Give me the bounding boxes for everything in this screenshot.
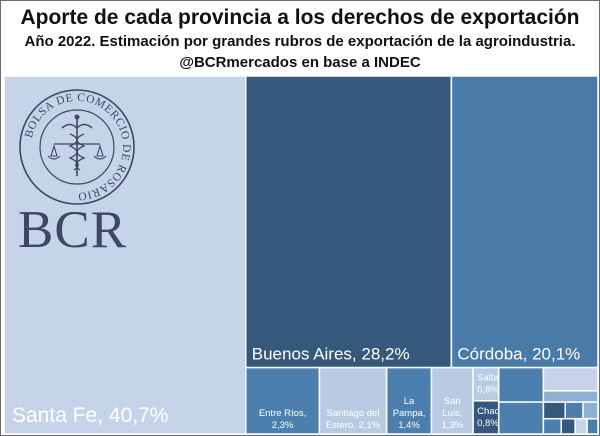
treemap-cell-other-3 (542, 390, 599, 403)
chart-subtitle: Año 2022. Estimación por grandes rubros … (24, 33, 576, 50)
treemap-cell-other-11 (586, 417, 599, 435)
treemap-cell-other-10 (574, 417, 588, 435)
treemap-label-chaco: Chaco, 0,8% (477, 406, 507, 429)
treemap-cell-other-6 (564, 401, 584, 420)
treemap-cell-other-4 (497, 401, 545, 435)
treemap-cell-other-1 (497, 366, 545, 403)
treemap-cell-other-9 (560, 417, 576, 435)
chart-source: @BCRmercados en base a INDEC (179, 54, 421, 71)
treemap-label-san-luis: San Luis, 1,3% (441, 396, 463, 431)
treemap-label-santiago-del-estero: Santiago del Estero, 2,1% (326, 408, 381, 431)
bcr-wordmark: BCR (18, 201, 128, 259)
treemap-label-santa-fe: Santa Fe, 40,7% (12, 404, 168, 427)
treemap-cell-entre-rios (245, 366, 321, 435)
treemap-cell-other-2 (542, 366, 599, 392)
treemap-label-cordoba: Córdoba, 20,1% (457, 345, 580, 364)
treemap-label-buenos-aires: Buenos Aires, 28,2% (252, 345, 410, 364)
treemap-cell-cordoba (450, 75, 599, 369)
treemap-cell-santa-fe (3, 75, 247, 435)
treemap-label-entre-rios: Entre Ríos, 2,3% (259, 408, 307, 431)
bcr-seal-logo: BOLSA DE COMERCIO DE ROSARIO (19, 89, 135, 205)
chart-title: Aporte de cada provincia a los derechos … (20, 6, 580, 29)
treemap-label-la-pampa: La Pampa, 1,4% (393, 396, 426, 431)
treemap-cell-buenos-aires (245, 75, 453, 369)
treemap-cell-san-luis (430, 366, 474, 435)
treemap-cell-other-7 (582, 401, 599, 420)
treemap-cell-other-5 (542, 401, 566, 420)
treemap-cell-santiago-del-estero (318, 366, 388, 435)
treemap-label-salta: Salta, 0,8% (477, 373, 501, 396)
treemap-cell-other-8 (542, 417, 563, 435)
